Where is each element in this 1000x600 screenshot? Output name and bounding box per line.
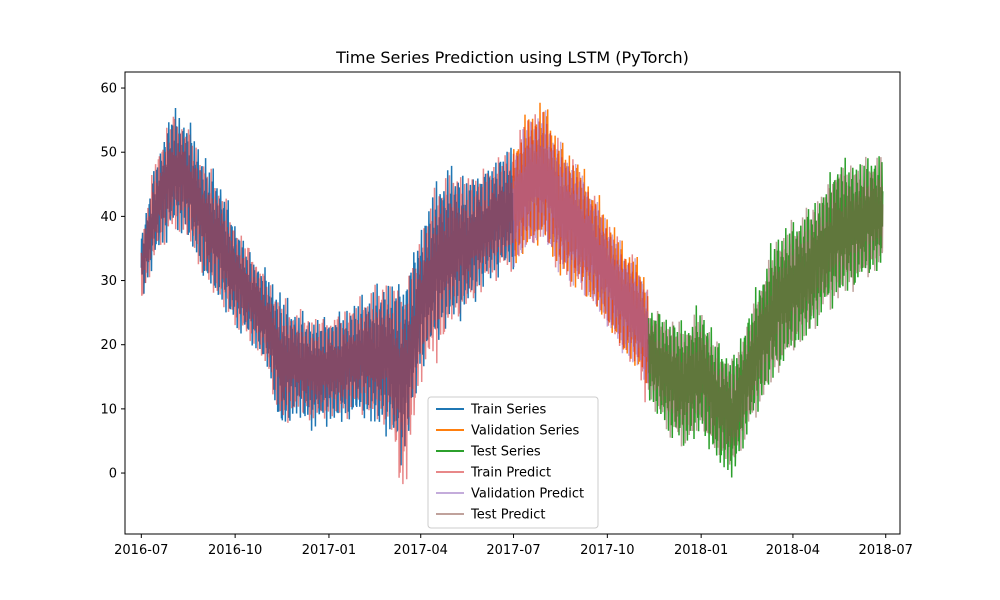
x-tick-label: 2017-10 <box>580 543 634 558</box>
series-line-test-series <box>647 156 884 478</box>
x-tick-label: 2017-04 <box>394 543 448 558</box>
plot-area <box>140 102 884 485</box>
x-axis: 2016-07 2016-10 2017-01 2017-04 2017-07 2017-… <box>114 534 913 558</box>
y-tick-label: 20 <box>100 338 117 353</box>
legend-label: Test Predict <box>470 508 546 523</box>
x-tick-label: 2017-07 <box>486 543 540 558</box>
legend-label: Train Series <box>470 403 547 418</box>
x-tick-label: 2018-01 <box>674 543 728 558</box>
x-tick-label: 2017-01 <box>302 543 356 558</box>
y-axis: 0 10 20 30 40 50 60 <box>100 82 125 482</box>
x-tick-label: 2016-10 <box>208 543 262 558</box>
legend-label: Validation Series <box>471 424 580 439</box>
y-tick-label: 0 <box>109 467 117 482</box>
legend-box <box>427 396 599 529</box>
y-tick-label: 10 <box>100 402 117 417</box>
series-line-test-predict <box>647 156 884 465</box>
x-tick-label: 2018-04 <box>766 543 820 558</box>
y-tick-label: 40 <box>100 210 117 225</box>
y-tick-label: 50 <box>100 146 117 161</box>
legend-label: Train Predict <box>470 466 551 481</box>
series-line-validation-predict <box>512 110 649 383</box>
legend: Train Series Validation Series Test Series… <box>427 396 599 529</box>
chart-title: Time Series Prediction using LSTM (PyTor… <box>335 48 689 67</box>
legend-label: Test Series <box>470 445 541 460</box>
y-tick-label: 30 <box>100 274 117 289</box>
x-tick-label: 2016-07 <box>114 543 168 558</box>
plot-frame <box>124 71 901 535</box>
legend-label: Validation Predict <box>471 487 584 502</box>
x-tick-label: 2018-07 <box>859 543 913 558</box>
y-tick-label: 60 <box>100 82 117 97</box>
